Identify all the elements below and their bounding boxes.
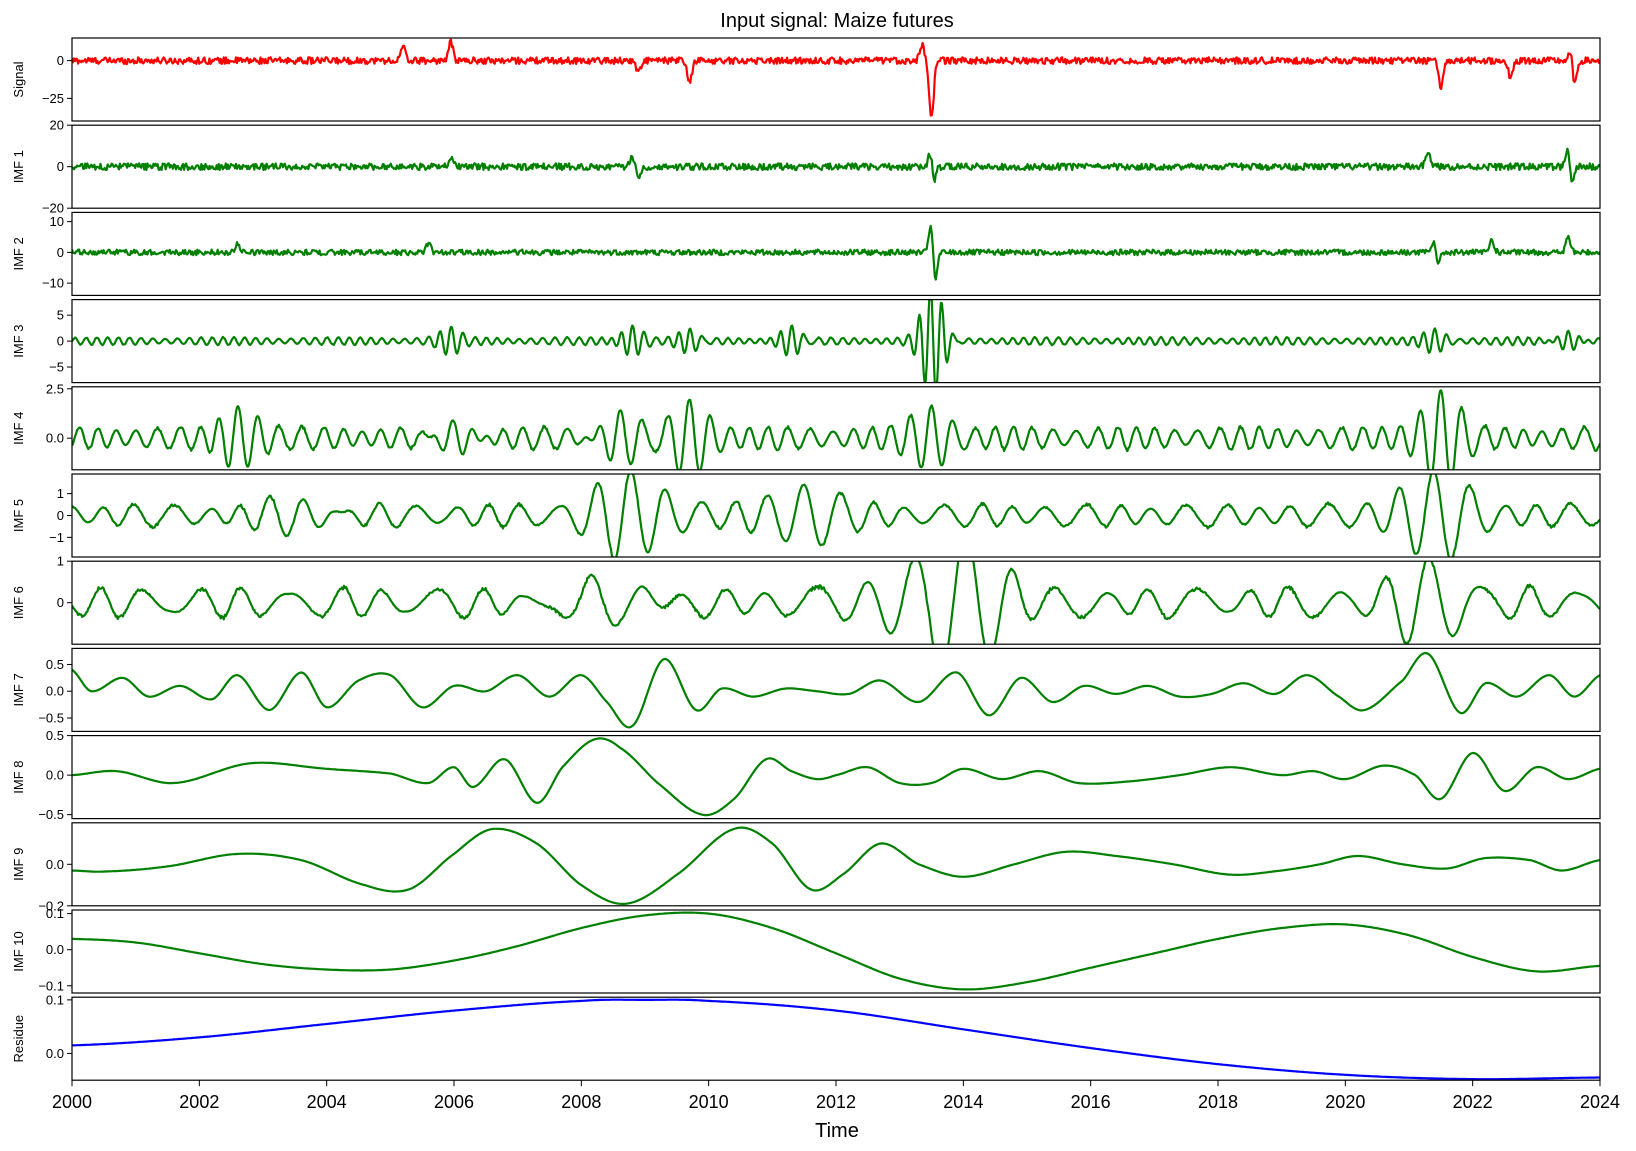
y-tick-label: 0.0: [46, 431, 64, 446]
y-tick-label: 2.5: [46, 381, 64, 396]
y-tick-label: 20: [50, 118, 64, 133]
y-tick-label: 0.0: [46, 768, 64, 783]
panel-frame: [71, 734, 1601, 820]
x-tick-label: 2004: [307, 1092, 347, 1112]
y-tick-label: −0.1: [38, 978, 64, 993]
y-tick-label: −5: [49, 360, 64, 375]
y-axis-label: IMF 4: [11, 412, 26, 445]
y-tick-label: 1: [57, 554, 64, 569]
y-axis-label: IMF 9: [11, 848, 26, 881]
panel-imf-7: 0.5 0.0 −0.5 IMF 7: [11, 647, 1601, 733]
y-axis-label: IMF 5: [11, 499, 26, 532]
panel-imf-10: 0.1 0.0 −0.1 IMF 10: [11, 906, 1601, 994]
y-tick-label: −1: [49, 530, 64, 545]
panel-imf-3: 5 0 −5 IMF 3: [11, 299, 1601, 384]
x-tick-label: 2022: [1453, 1092, 1493, 1112]
x-axis-label: Time: [815, 1120, 859, 1142]
panel-imf-8: 0.5 0.0 −0.5 IMF 8: [11, 728, 1601, 822]
y-tick-label: −10: [42, 276, 64, 291]
panel-signal: 0 −25 Signal: [11, 37, 1601, 122]
series-line-imf-10: [72, 911, 1600, 991]
series-line-imf-2: [72, 224, 1600, 281]
y-axis-label: IMF 1: [11, 150, 26, 183]
y-axis-label: Residue: [11, 1015, 26, 1063]
series-line-imf-3: [72, 299, 1600, 383]
series-line-imf-9: [72, 826, 1600, 905]
panel-frame: [71, 822, 1601, 907]
y-tick-label: 1: [57, 486, 64, 501]
y-axis-label: IMF 2: [11, 237, 26, 270]
y-tick-label: 0.1: [46, 906, 64, 921]
panel-imf-9: 0.0 −0.2 IMF 9: [11, 822, 1601, 913]
y-tick-label: 0: [57, 53, 64, 68]
series-line-signal: [72, 38, 1600, 117]
series-line-imf-1: [72, 147, 1600, 183]
chart-title: Input signal: Maize futures: [720, 10, 953, 32]
y-tick-label: −0.5: [38, 711, 64, 726]
panel-imf-4: 2.5 0.0 IMF 4: [11, 381, 1601, 471]
y-tick-label: 0: [57, 508, 64, 523]
panel-frame: [71, 909, 1601, 994]
panel-imf-5: 1 0 −1 IMF 5: [11, 473, 1601, 558]
x-axis: 2000 2002 2004 2006 2008 2010 2012 2014 2016 2018…: [52, 1080, 1620, 1112]
panel-frame: [71, 560, 1601, 645]
panel-imf-6: 1 0 IMF 6: [11, 554, 1601, 645]
y-tick-label: −25: [42, 91, 64, 106]
series-line-residue: [72, 998, 1600, 1081]
y-tick-label: 5: [57, 308, 64, 323]
x-tick-label: 2020: [1325, 1092, 1365, 1112]
y-axis-label: Signal: [11, 61, 26, 97]
y-tick-label: 0: [57, 334, 64, 349]
y-tick-label: 0: [57, 159, 64, 174]
y-tick-label: 0.0: [46, 1046, 64, 1061]
x-tick-label: 2012: [816, 1092, 856, 1112]
x-tick-label: 2024: [1580, 1092, 1620, 1112]
y-axis-label: IMF 7: [11, 673, 26, 706]
x-tick-label: 2016: [1071, 1092, 1111, 1112]
panel-imf-2: 10 0 −10 IMF 2: [11, 211, 1601, 296]
panel-frame: [71, 647, 1601, 733]
y-axis-label: IMF 8: [11, 760, 26, 793]
x-tick-label: 2010: [689, 1092, 729, 1112]
y-tick-label: 0.5: [46, 657, 64, 672]
y-axis-label: IMF 3: [11, 324, 26, 357]
y-tick-label: 0.0: [46, 684, 64, 699]
y-tick-label: 0: [57, 595, 64, 610]
panel-frame: [71, 211, 1601, 296]
y-axis-label: IMF 6: [11, 586, 26, 619]
series-line-imf-6: [72, 561, 1600, 645]
series-line-imf-7: [72, 651, 1600, 729]
series-line-imf-8: [72, 737, 1600, 817]
panel-frame: [71, 386, 1601, 471]
y-axis-label: IMF 10: [11, 931, 26, 971]
panel-residue: 0.1 0.0 Residue: [11, 992, 1601, 1081]
x-tick-label: 2014: [943, 1092, 983, 1112]
panel-imf-1: 20 0 −20 IMF 1: [11, 118, 1601, 216]
panel-frame: [71, 37, 1601, 122]
y-tick-label: −20: [42, 201, 64, 216]
series-line-imf-5: [72, 474, 1600, 557]
x-tick-label: 2008: [561, 1092, 601, 1112]
y-tick-label: 0.0: [46, 942, 64, 957]
y-tick-label: −0.2: [38, 898, 64, 913]
y-tick-label: 0: [57, 245, 64, 260]
panel-frame: [71, 473, 1601, 558]
y-tick-label: 0.5: [46, 728, 64, 743]
series-line-imf-4: [72, 389, 1600, 470]
x-tick-label: 2006: [434, 1092, 474, 1112]
y-tick-label: 0.0: [46, 857, 64, 872]
x-tick-label: 2000: [52, 1092, 92, 1112]
x-tick-label: 2018: [1198, 1092, 1238, 1112]
y-tick-label: 0.1: [46, 992, 64, 1007]
y-tick-label: 10: [50, 214, 64, 229]
y-tick-label: −0.5: [38, 807, 64, 822]
x-tick-label: 2002: [179, 1092, 219, 1112]
